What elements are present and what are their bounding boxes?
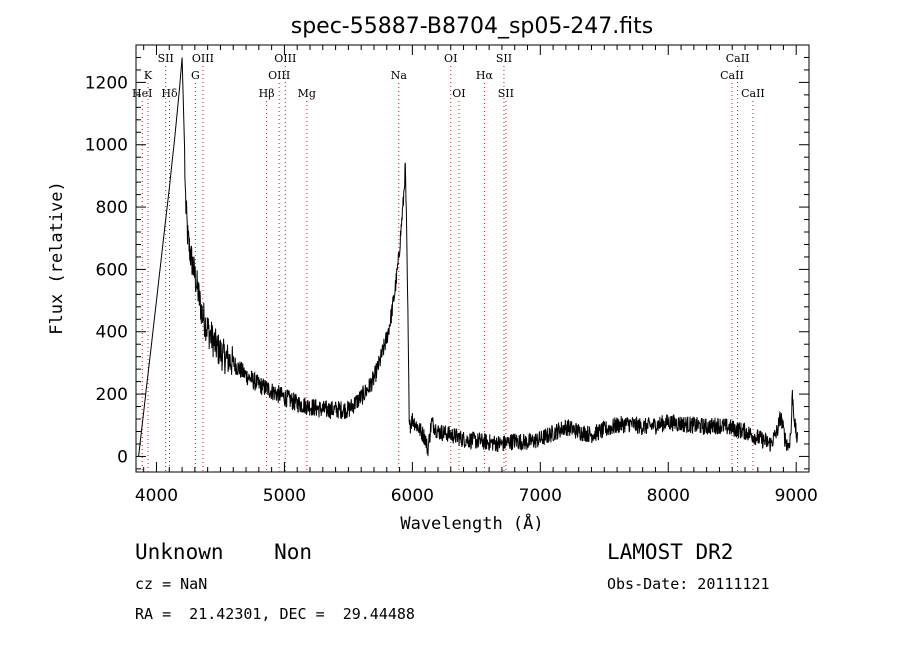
redshift-text: cz = NaN xyxy=(135,575,208,593)
x-tick-label: 7000 xyxy=(519,486,562,506)
x-tick-label: 9000 xyxy=(775,486,818,506)
emission-line-label: SII xyxy=(496,52,512,65)
survey-text: LAMOST DR2 xyxy=(607,540,734,564)
y-tick-label: 0 xyxy=(117,447,128,467)
emission-line-label: K xyxy=(144,69,153,82)
y-tick-label: 600 xyxy=(96,260,128,280)
x-tick-label: 8000 xyxy=(647,486,690,506)
emission-line-label: Na xyxy=(391,69,408,82)
emission-line-label: Mg xyxy=(298,87,316,100)
y-tick-label: 200 xyxy=(96,385,128,405)
y-tick-label: 1200 xyxy=(85,73,128,93)
emission-line-label: OIII xyxy=(268,69,290,82)
classification-text: Unknown Non xyxy=(135,540,313,564)
x-tick-label: 4000 xyxy=(135,486,178,506)
emission-line-label: SII xyxy=(158,52,174,65)
y-tick-label: 400 xyxy=(96,323,128,343)
spectrum-line xyxy=(138,57,798,457)
emission-line-label: OIII xyxy=(192,52,214,65)
emission-line-label: OI xyxy=(452,87,465,100)
emission-line-label: Hδ xyxy=(161,87,178,100)
y-axis-ticks: 0 200 400 600 800 1000 1200 xyxy=(85,44,809,470)
emission-line-label: OIII xyxy=(274,52,296,65)
emission-line-label: SII xyxy=(498,87,514,100)
y-tick-label: 800 xyxy=(96,198,128,218)
chart-title: spec-55887-B8704_sp05-247.fits xyxy=(291,14,654,39)
emission-line-label: HeI xyxy=(132,87,152,100)
coords-text: RA = 21.42301, DEC = 29.44488 xyxy=(135,605,415,623)
emission-line-label: CaII xyxy=(726,52,750,65)
x-tick-label: 6000 xyxy=(391,486,434,506)
emission-line-label: CaII xyxy=(720,69,744,82)
emission-line-label: G xyxy=(191,69,200,82)
emission-line-label: Hβ xyxy=(259,87,275,100)
plot-frame xyxy=(135,44,810,473)
obs-date-text: Obs-Date: 20111121 xyxy=(607,575,770,593)
x-tick-label: 5000 xyxy=(263,486,306,506)
x-axis-label: Wavelength (Å) xyxy=(400,512,543,534)
emission-line-label: CaII xyxy=(741,87,765,100)
y-axis-label: Flux (relative) xyxy=(47,181,67,335)
x-axis-ticks: 4000 5000 6000 7000 8000 9000 xyxy=(135,45,818,506)
emission-line-label: Hα xyxy=(476,69,494,82)
y-tick-label: 1000 xyxy=(85,136,128,156)
emission-line-label: OI xyxy=(444,52,457,65)
